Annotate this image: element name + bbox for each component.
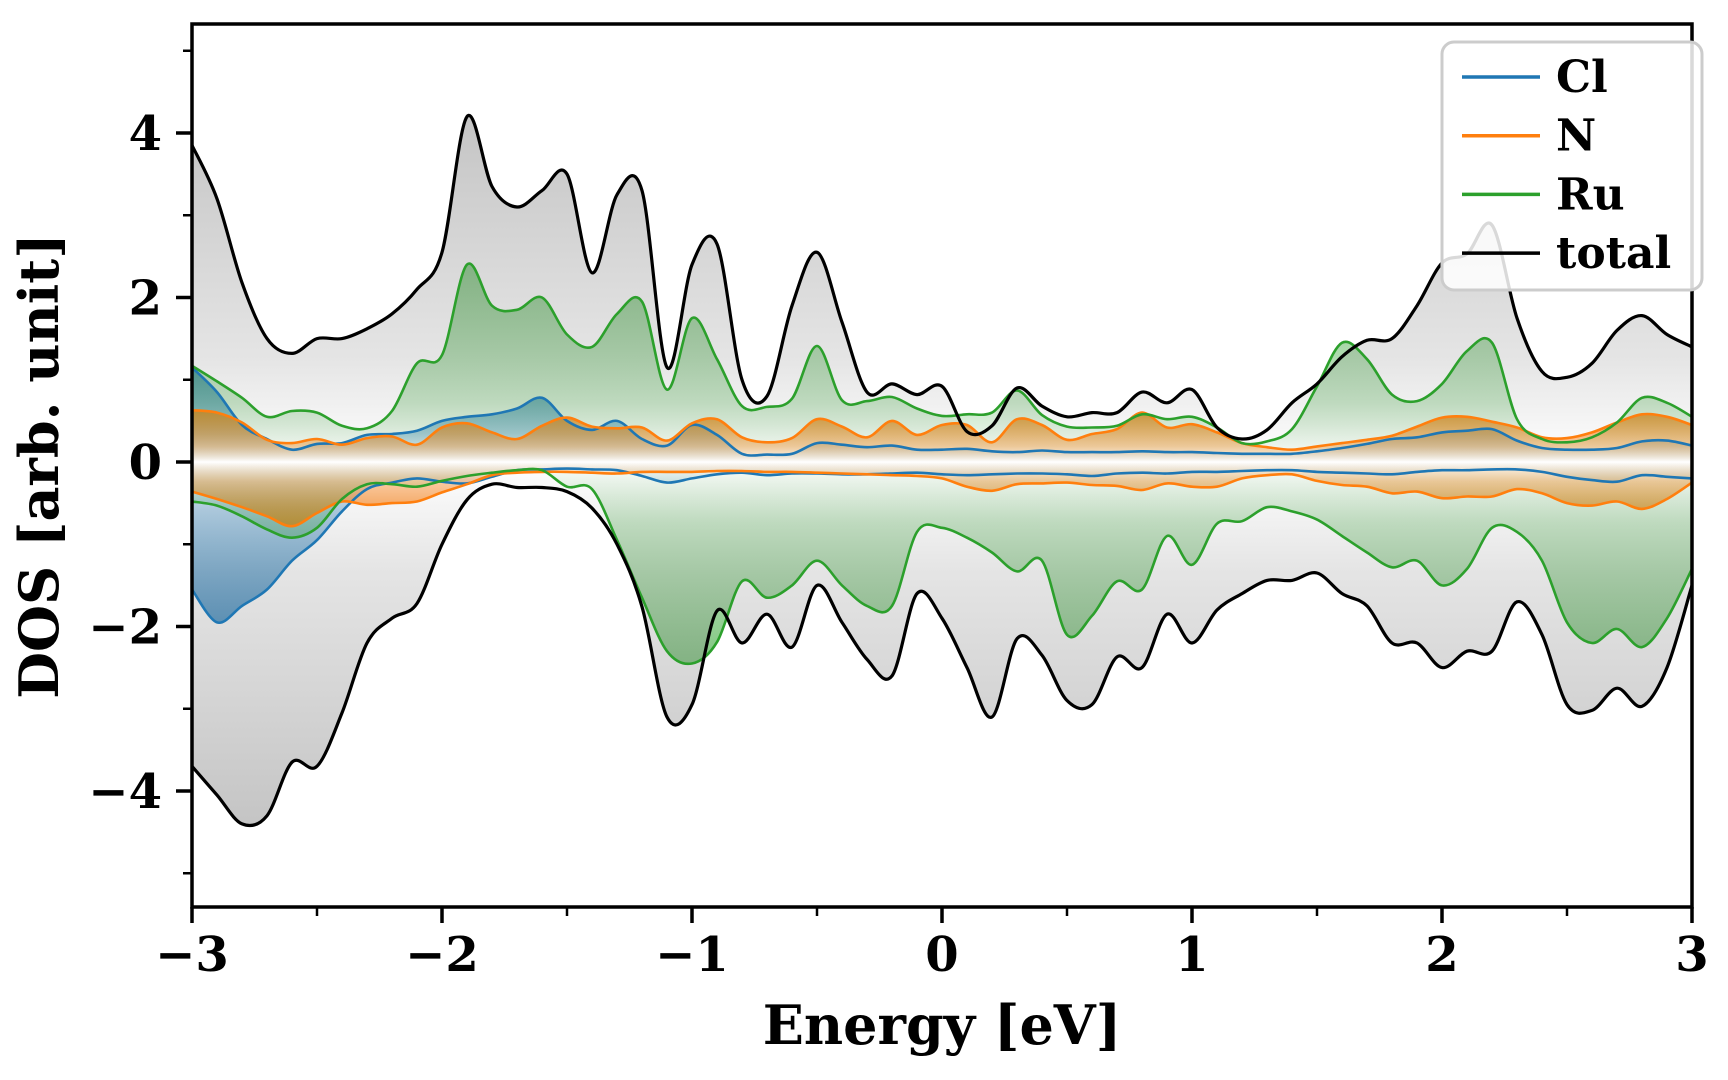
curve-Ru-down [192, 467, 1692, 666]
y-axis-label: DOS [arb. unit] [7, 233, 71, 699]
series-fills [192, 115, 1692, 826]
curve-N-up [192, 408, 1692, 452]
fill-total-up [192, 115, 1692, 463]
legend-label-N: N [1556, 111, 1596, 162]
x-tick-label--2: −2 [405, 927, 479, 983]
x-axis-label: Energy [eV] [763, 993, 1122, 1057]
legend-label-Ru: Ru [1556, 169, 1625, 220]
y-tick-label-0: 0 [129, 435, 162, 491]
y-tick-label--2: −2 [88, 600, 162, 656]
plot-area: −3 −2 −1 0 1 2 3 −4 −2 0 2 4 Cl N Ru total [88, 22, 1709, 983]
legend-item-Cl: Cl [1462, 52, 1608, 103]
curve-total-down [192, 482, 1692, 828]
x-tick-label-3: 3 [1675, 927, 1708, 983]
x-tick-label-0: 0 [925, 927, 958, 983]
legend-item-N: N [1462, 111, 1596, 162]
curve-N-down [192, 469, 1692, 528]
y-tick-label-2: 2 [129, 271, 162, 327]
axis-ticks [176, 49, 1694, 923]
fill-total-down [192, 462, 1692, 826]
legend-item-total: total [1462, 228, 1671, 279]
curve-Cl-up [192, 366, 1692, 457]
x-tick-label--1: −1 [655, 927, 729, 983]
x-tick-label-2: 2 [1425, 927, 1458, 983]
y-tick-label--4: −4 [88, 764, 162, 820]
legend: Cl N Ru total [1440, 40, 1704, 292]
y-tick-label-4: 4 [129, 106, 162, 162]
x-tick-label-1: 1 [1175, 927, 1208, 983]
legend-box [1440, 40, 1704, 292]
x-tick-labels: −3 −2 −1 0 1 2 3 [155, 927, 1709, 983]
curve-Ru-up [192, 262, 1692, 446]
curve-total-up [192, 113, 1692, 441]
x-tick-label--3: −3 [155, 927, 229, 983]
legend-label-total: total [1556, 228, 1671, 279]
series-curves [192, 113, 1692, 828]
legend-label-Cl: Cl [1556, 52, 1608, 103]
y-tick-labels: −4 −2 0 2 4 [88, 106, 162, 820]
legend-item-Ru: Ru [1462, 169, 1625, 220]
